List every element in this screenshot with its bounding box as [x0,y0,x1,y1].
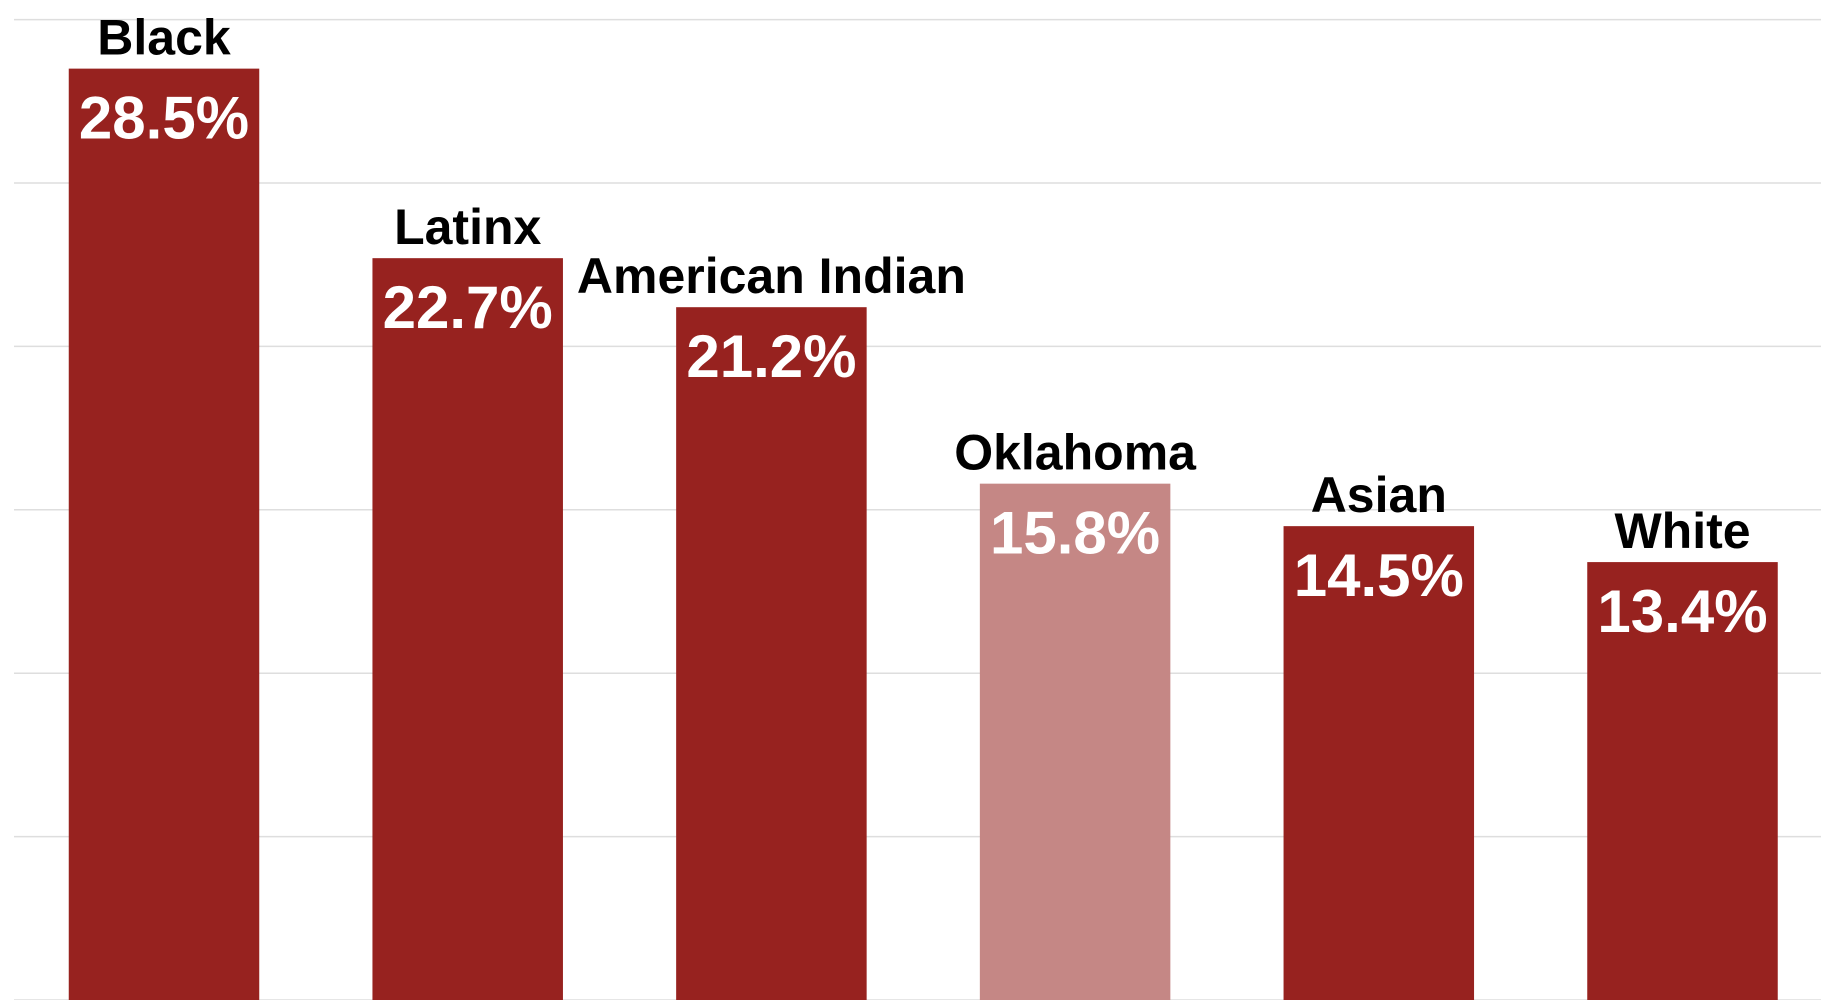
category-label: Latinx [394,199,541,255]
value-label: 13.4% [1597,578,1767,645]
value-label: 14.5% [1294,542,1464,609]
value-label: 21.2% [686,323,856,390]
bar [1283,526,1475,1000]
value-label: 28.5% [79,85,249,152]
category-label: Oklahoma [954,425,1197,481]
category-label: American Indian [577,248,966,304]
bar [979,483,1171,1000]
bar [676,307,867,1000]
value-label: 15.8% [990,500,1160,567]
bar [372,258,563,1000]
value-label: 22.7% [383,274,553,341]
category-label: Black [97,10,231,66]
bar [1587,562,1778,1000]
bar [68,68,260,1000]
category-label: White [1614,503,1750,559]
category-label: Asian [1311,467,1447,523]
